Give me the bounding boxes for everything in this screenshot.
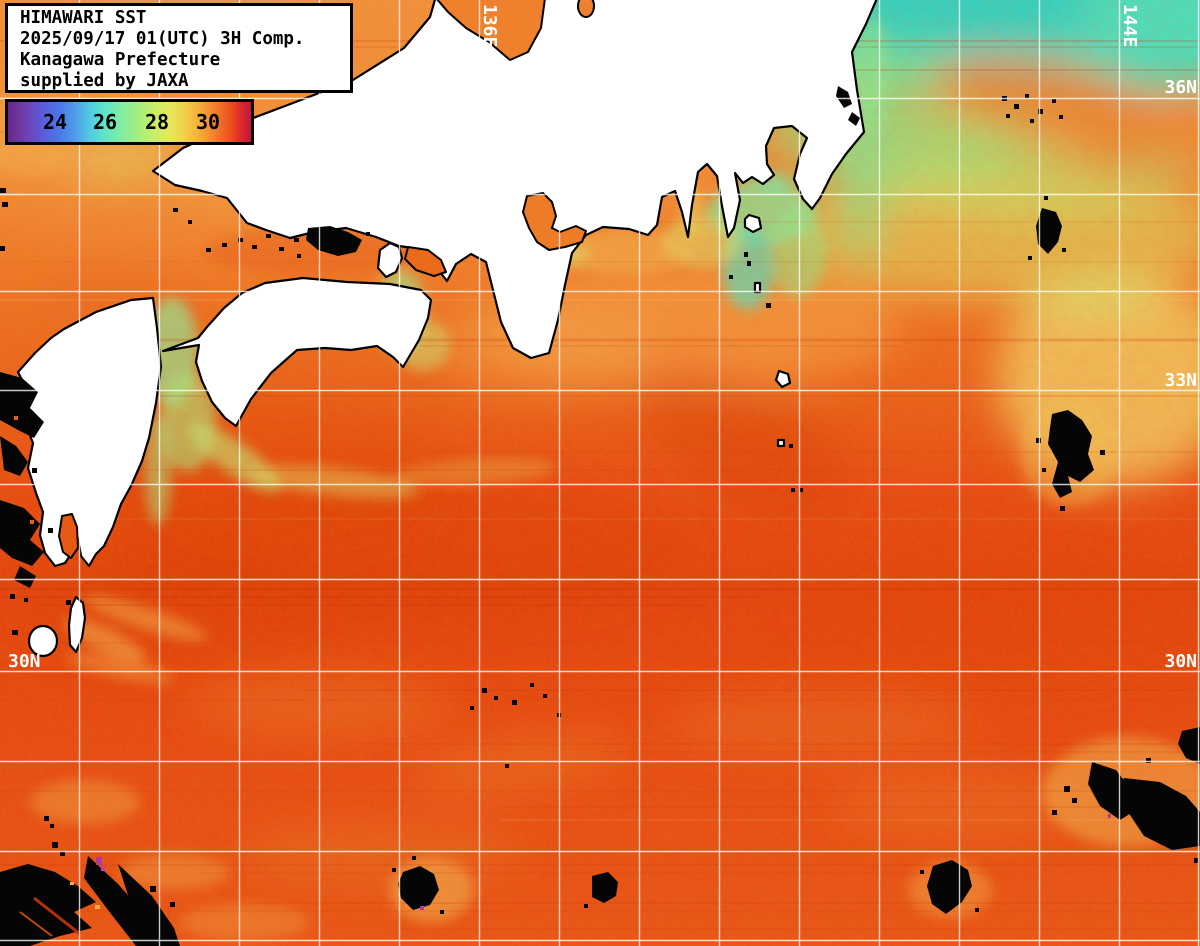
bay-water-group [58,0,595,559]
lon-label-136e: 136E [479,4,500,47]
lon-label-144e: 144E [1119,4,1140,47]
colorbar-tick-24: 24 [42,110,68,134]
lake-biwa [577,0,595,18]
title-line-datetime: 2025/09/17 01(UTC) 3H Comp. [20,29,305,49]
graticule-labels: 136E 144E 36N 33N 30N 30N [8,4,1197,672]
land-tanegashima-island [67,595,87,654]
lat-label-33n: 33N [1164,370,1197,391]
colorbar-tick-26: 26 [92,110,118,134]
lat-label-36n: 36N [1164,77,1197,98]
land-shikoku [161,276,433,428]
cloud-edge-artifacts [14,416,1111,937]
ise-bay [522,192,587,251]
colorbar-tick-30: 30 [195,110,221,134]
land-small-island [776,438,786,448]
land-izu-oshima-island [743,213,763,234]
land-hachijojima-island [774,369,792,389]
title-line-credit: supplied by JAXA [20,71,189,91]
lat-label-30n-right: 30N [1164,651,1197,672]
land-yakushima-island [27,624,59,658]
title-line-product: HIMAWARI SST [20,8,147,28]
wakasa-bay [436,0,546,61]
title-box: HIMAWARI SST 2025/09/17 01(UTC) 3H Comp.… [5,3,353,93]
osaka-bay [404,246,447,277]
land-niijima-island [753,281,762,294]
islet-dots-group [0,188,803,635]
lat-label-30n-left: 30N [8,651,41,672]
colorbar: 24 26 28 30 [5,99,254,145]
colorbar-tick-28: 28 [144,110,170,134]
kagoshima-bay [58,513,79,559]
title-line-region: Kanagawa Prefecture [20,50,221,70]
colorbar-gradient [8,102,251,142]
